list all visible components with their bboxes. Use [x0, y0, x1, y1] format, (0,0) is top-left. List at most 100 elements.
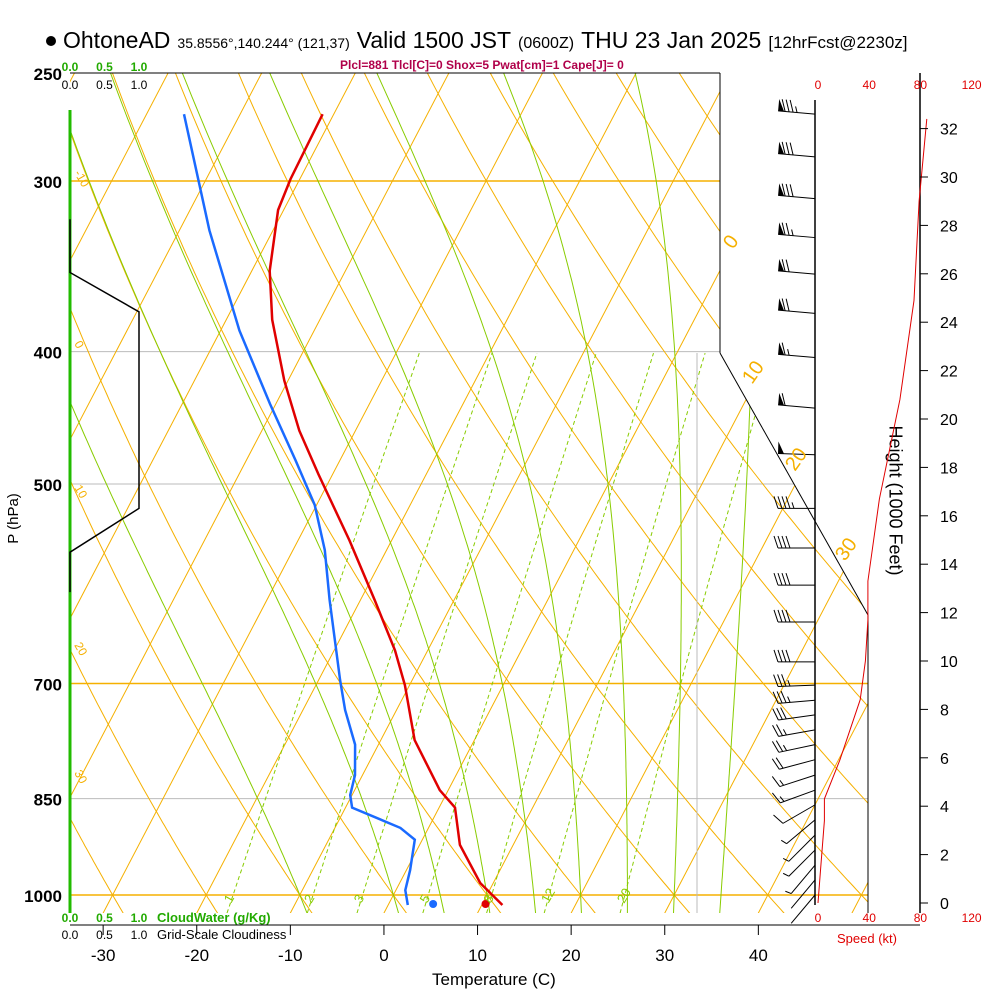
- temperature-tick-label: -30: [91, 946, 116, 965]
- sounding-indices: Plcl=881 Tlcl[C]=0 Shox=5 Pwat[cm]=1 Cap…: [340, 58, 624, 72]
- wind-barb-feather: [785, 222, 790, 236]
- cloudwater-tick-top: 0.5: [96, 60, 113, 74]
- cloudiness-tick-top: 0.0: [62, 78, 79, 92]
- moist-adiabat-line: [101, 73, 449, 913]
- wind-barb-half-feather: [779, 796, 785, 802]
- height-tick-label: 22: [940, 364, 958, 381]
- speed-tick-label-bottom: 80: [914, 911, 928, 925]
- diagonal-border: [719, 352, 869, 616]
- wind-barb-feather: [773, 572, 779, 586]
- wind-barb-feather: [773, 496, 779, 509]
- pressure-tick-label: 400: [34, 344, 62, 363]
- height-tick-label: 30: [940, 170, 958, 187]
- temperature-tick-label: 30: [655, 946, 674, 965]
- speed-axis-label: Speed (kt): [837, 931, 897, 946]
- wind-barb-feather: [773, 535, 779, 549]
- isotherm-line: [842, 73, 868, 913]
- pressure-tick-label: 700: [34, 675, 62, 694]
- dry-adiabat-line: [975, 49, 1000, 930]
- wind-barb-half-feather: [782, 729, 787, 736]
- wind-barb: [782, 804, 816, 824]
- wind-barb-feather: [776, 707, 783, 720]
- isotherm-label: 30: [831, 534, 862, 565]
- wind-barb-half-feather: [781, 839, 787, 845]
- wind-barb-feather: [785, 649, 791, 663]
- mixing-ratio-label: 20: [614, 885, 634, 905]
- wind-barb-flag: [778, 141, 785, 155]
- wind-barb-feather: [776, 724, 783, 736]
- dry-adiabat-label: 10: [71, 482, 90, 501]
- height-tick-label: 0: [940, 896, 949, 913]
- dry-adiabat-line: [70, 73, 324, 913]
- wind-barb-feather: [781, 496, 787, 509]
- dry-adiabat-line: [165, 73, 705, 913]
- wind-barb-feather: [785, 572, 791, 586]
- wind-barb-feather: [785, 535, 791, 549]
- wind-barb: [790, 894, 816, 924]
- wind-barb-feather: [777, 649, 783, 663]
- wind-barb-feather: [781, 649, 787, 663]
- isotherm-line: [70, 73, 275, 913]
- data-marks: [69, 99, 928, 924]
- surface-dewpoint-dot: [429, 899, 438, 908]
- height-tick-label: 18: [940, 460, 958, 477]
- wind-barb-feather: [773, 649, 779, 663]
- wind-speed-profile-line: [817, 118, 928, 904]
- cloudwater-tick-top: 0.0: [62, 60, 79, 74]
- wind-barb-feather: [785, 609, 791, 623]
- speed-tick-label-top: 0: [815, 78, 822, 92]
- wind-barb-feather: [776, 691, 783, 704]
- wind-barb-feather: [785, 142, 790, 155]
- valid-date: THU 23 Jan 2025: [581, 27, 762, 53]
- height-tick-label: 10: [940, 654, 958, 671]
- cloudwater-tick-bottom: 0.0: [62, 911, 79, 925]
- wind-barb-feather: [789, 142, 794, 156]
- moist-adiabat-line: [172, 73, 493, 913]
- dewpoint-profile-line: [182, 113, 417, 906]
- temperature-profile-line: [268, 113, 504, 906]
- temperature-tick-label: 40: [749, 946, 768, 965]
- wind-barb: [790, 879, 816, 909]
- speed-tick-label-top: 80: [914, 78, 928, 92]
- speed-tick-label-top: 40: [863, 78, 877, 92]
- wind-barb-feather: [772, 724, 780, 737]
- height-tick-label: 28: [940, 218, 958, 235]
- dry-adiabat-line: [850, 73, 868, 913]
- wind-barb: [778, 194, 816, 200]
- wind-barb: [778, 153, 816, 158]
- wind-barb: [779, 774, 816, 788]
- wind-barb-half-feather: [782, 858, 790, 862]
- temperature-tick-label: -20: [184, 946, 209, 965]
- dry-adiabat-label: -10: [71, 168, 92, 190]
- wind-barb-feather: [789, 184, 794, 197]
- wind-barb-feather: [771, 758, 780, 770]
- wind-barb-feather: [785, 99, 790, 113]
- wind-barb-flag: [778, 99, 785, 112]
- wind-barb-feather: [772, 691, 779, 704]
- wind-barb-half-feather: [791, 229, 794, 236]
- mixing-ratio-label: 12: [538, 885, 558, 905]
- wind-barb-feather: [771, 792, 781, 804]
- wind-barb-feather: [777, 674, 783, 687]
- moist-adiabat-line: [493, 73, 628, 913]
- dry-adiabat-line: [538, 73, 868, 913]
- isotherm-line: [70, 73, 182, 913]
- height-tick-label: 14: [940, 557, 958, 574]
- wind-barb-feather: [785, 496, 791, 509]
- wind-barb-feather: [781, 298, 786, 311]
- wind-barb-half-feather: [787, 696, 791, 703]
- height-tick-label: 24: [940, 315, 958, 332]
- speed-tick-label-bottom: 0: [815, 911, 822, 925]
- valid-time: Valid 1500 JST: [356, 27, 512, 53]
- isotherm-line: [562, 73, 868, 913]
- moist-adiabat-line: [70, 73, 315, 913]
- height-tick-label: 32: [940, 122, 958, 139]
- height-tick-label: 26: [940, 267, 958, 284]
- dry-adiabat-line: [289, 73, 868, 913]
- pressure-tick-label: 300: [34, 173, 62, 192]
- wind-barb-feather: [773, 674, 779, 687]
- height-tick-label: 8: [940, 702, 949, 719]
- wind-barb-feather: [781, 99, 786, 112]
